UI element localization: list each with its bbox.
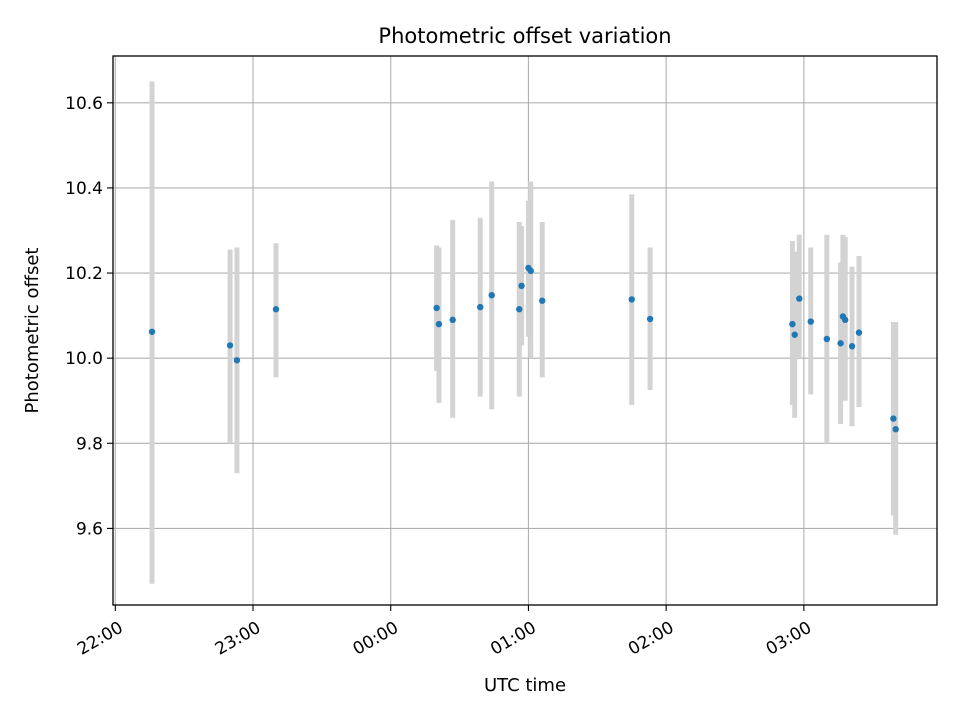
data-points [148,264,899,433]
data-point [791,331,798,338]
data-point [807,318,814,325]
data-point [433,304,440,312]
data-point [272,306,280,313]
chart-title: Photometric offset variation [378,24,671,48]
data-point [233,357,241,364]
plot-frame [112,55,938,606]
data-point [527,267,534,275]
y-tick-label: 10.6 [65,94,103,114]
data-point [841,316,849,324]
data-point [890,415,897,422]
y-tick-label: 9.6 [76,519,103,539]
data-point [477,303,484,311]
x-axis-title: UTC time [484,675,566,696]
y-tick-label: 10.4 [65,179,103,199]
data-point [892,426,899,433]
y-axis-title: Photometric offset [22,248,43,414]
data-point [226,342,234,349]
data-point [488,291,495,299]
data-point [823,335,831,343]
data-point [848,343,856,350]
data-point [449,316,456,324]
data-point [518,282,525,290]
data-point [837,340,844,347]
data-point [628,296,635,303]
data-point [148,328,156,335]
data-point [516,306,523,313]
data-point [796,295,803,302]
y-tick-label: 9.8 [76,434,103,454]
data-point [435,320,443,328]
y-tick-label: 10.0 [65,349,103,369]
data-point [789,320,796,328]
data-point [646,315,654,323]
y-axis-ticks: 9.6 9.8 10.0 10.2 10.4 10.6 [65,94,113,539]
data-point [855,329,863,336]
y-tick-label: 10.2 [65,264,103,284]
data-point [539,297,546,304]
